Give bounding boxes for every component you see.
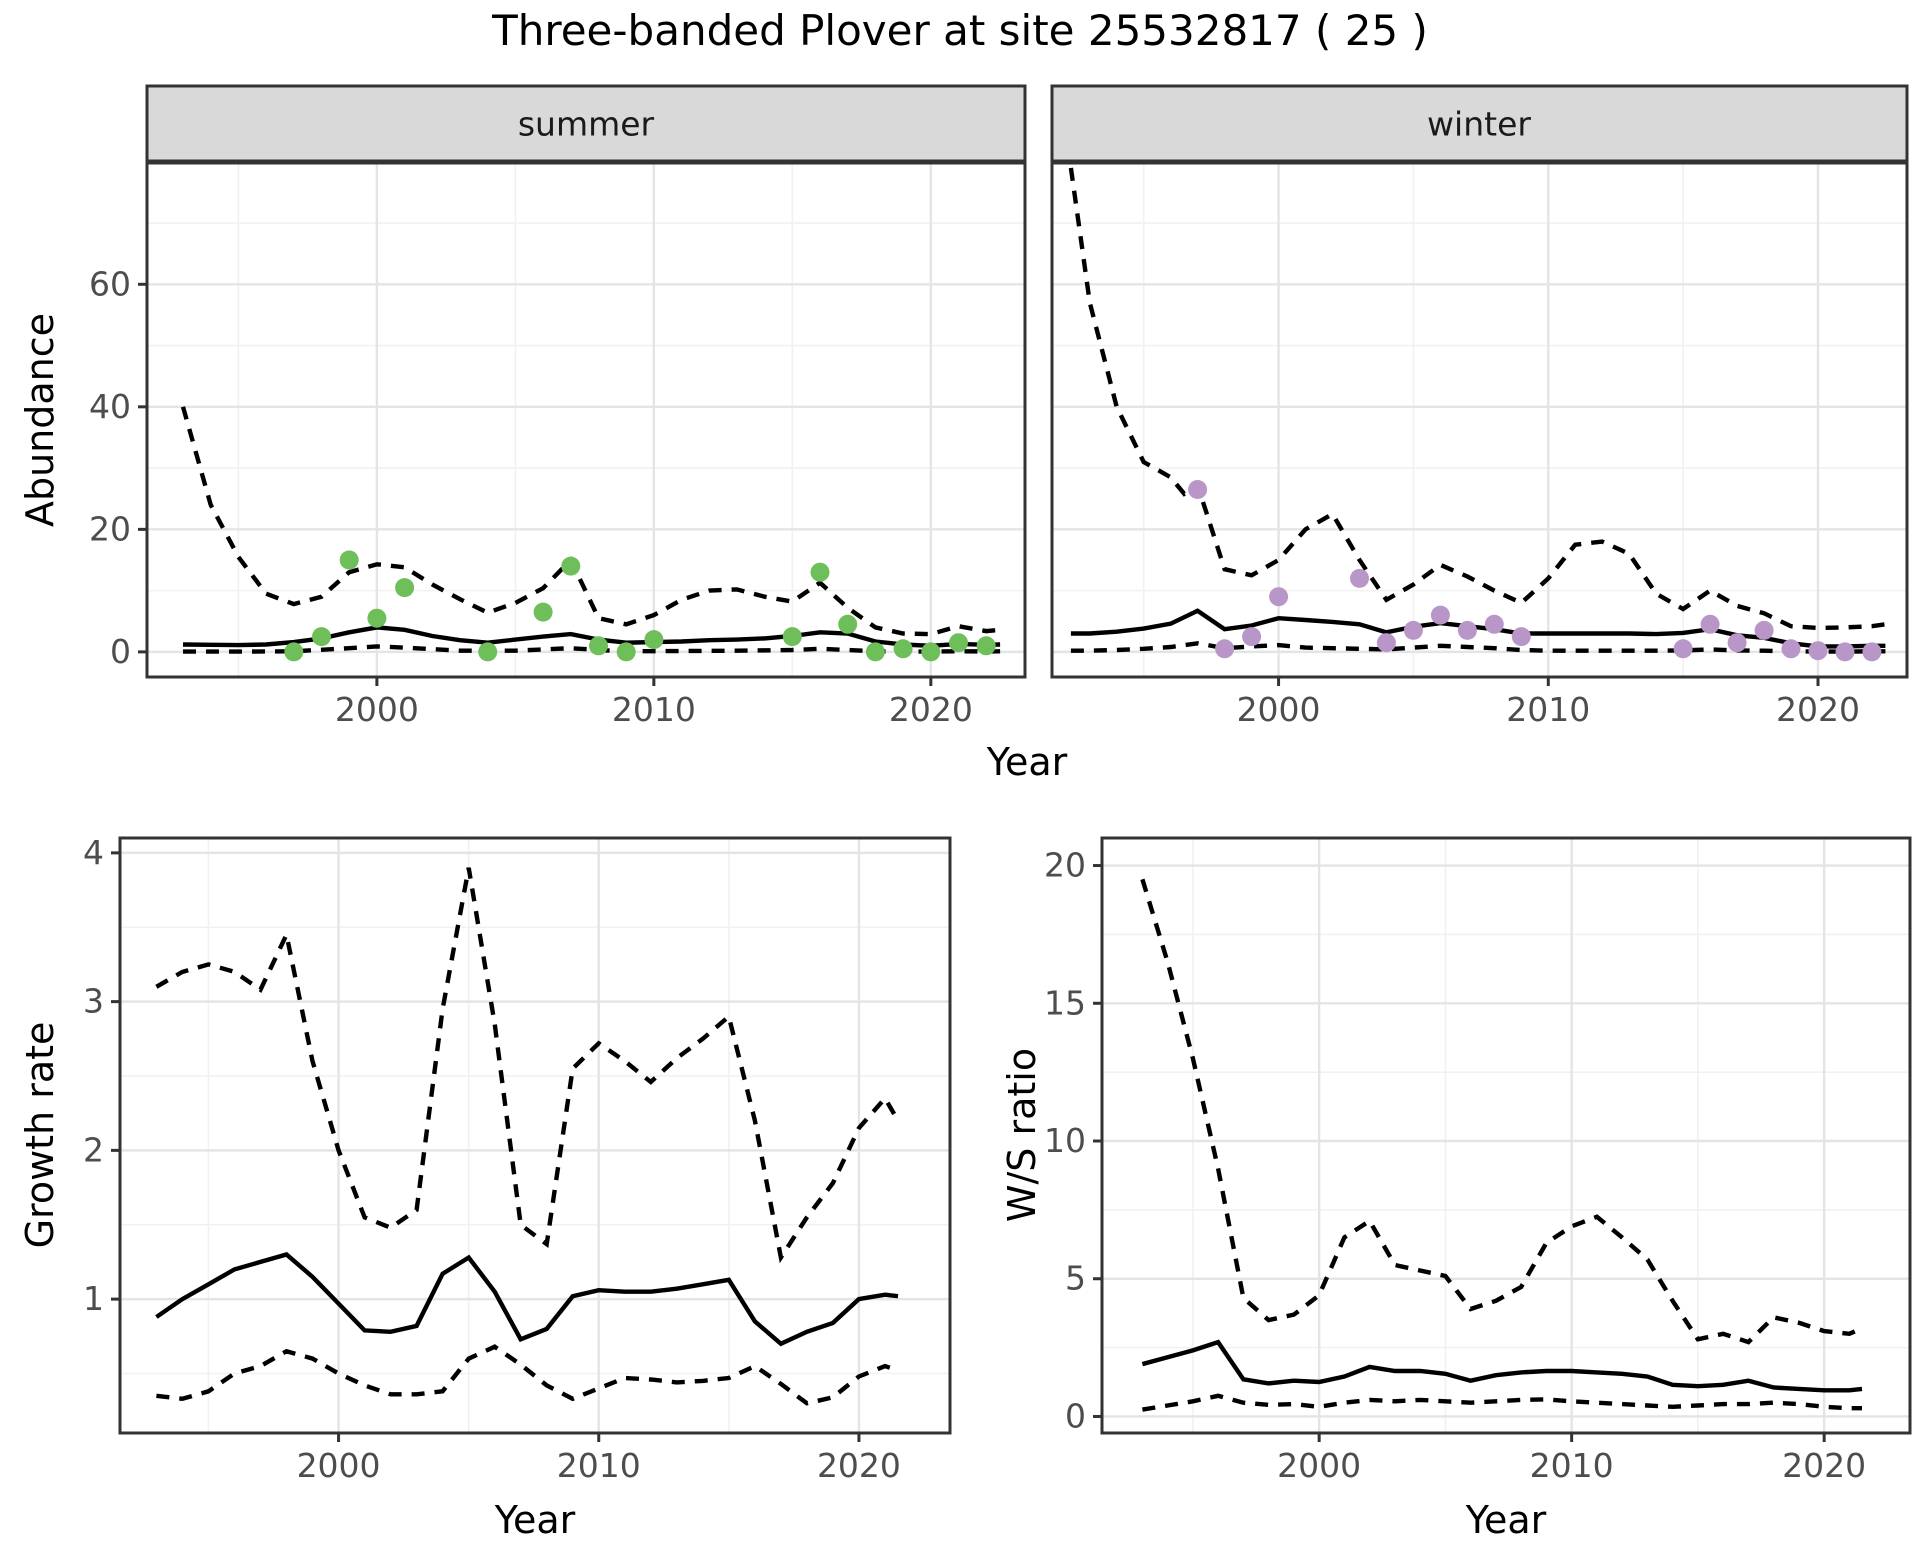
x-tick-label: 2010 bbox=[612, 690, 696, 729]
y-tick-label: 20 bbox=[1044, 846, 1086, 885]
data-point bbox=[1862, 642, 1882, 662]
data-point bbox=[1350, 568, 1369, 588]
data-point bbox=[865, 642, 885, 662]
data-point bbox=[478, 642, 498, 662]
x-tick-label: 2010 bbox=[1530, 1446, 1614, 1485]
data-point bbox=[1188, 480, 1208, 499]
data-point bbox=[589, 636, 608, 656]
data-point bbox=[1215, 639, 1235, 659]
panel-abundance-summer: 2000 2010 2020 0 20 40 60 bbox=[89, 84, 1027, 729]
panel-background bbox=[1102, 838, 1910, 1433]
y-tick-label: 60 bbox=[89, 264, 131, 303]
panel-growth-rate: 2000 2010 2020 1 2 3 4 bbox=[83, 833, 952, 1485]
y-tick-label: 3 bbox=[83, 982, 104, 1021]
series-fit bbox=[155, 1252, 899, 1347]
x-tick-label: 2000 bbox=[1277, 1446, 1361, 1485]
y-tick-label: 4 bbox=[83, 833, 104, 872]
data-point bbox=[561, 556, 581, 576]
series-upper-ci bbox=[1068, 167, 1886, 631]
x-axis-title-year-growth: Year bbox=[494, 1498, 576, 1542]
x-tick-label: 2000 bbox=[1237, 690, 1321, 729]
series-lower-ci bbox=[1142, 1393, 1862, 1412]
data-point bbox=[284, 642, 304, 662]
series-lower-ci bbox=[156, 1344, 899, 1406]
x-tick-label: 2010 bbox=[557, 1446, 641, 1485]
facet-strip-label-summer: summer bbox=[517, 104, 655, 144]
panel-abundance-winter: 2000 2010 2020 bbox=[1050, 84, 1909, 729]
data-point bbox=[1700, 614, 1720, 634]
x-axis-title-year-ws: Year bbox=[1465, 1498, 1547, 1542]
data-point bbox=[893, 639, 913, 659]
y-axis-title-growth-rate: Growth rate bbox=[18, 1021, 62, 1249]
data-point bbox=[1781, 639, 1801, 659]
panel-border bbox=[1100, 836, 1912, 1435]
data-point bbox=[1376, 633, 1396, 653]
data-point bbox=[395, 578, 415, 598]
x-tick-label: 2020 bbox=[889, 690, 973, 729]
y-tick-label: 0 bbox=[1065, 1396, 1086, 1435]
data-point bbox=[782, 627, 802, 647]
y-tick-label: 5 bbox=[1065, 1259, 1086, 1298]
data-point bbox=[838, 614, 858, 634]
data-point bbox=[533, 602, 553, 622]
data-point bbox=[1269, 587, 1289, 607]
data-point bbox=[976, 636, 996, 656]
x-tick-label: 2020 bbox=[1782, 1446, 1866, 1485]
series-upper-ci bbox=[180, 406, 1001, 637]
y-tick-label: 40 bbox=[89, 387, 131, 426]
data-point bbox=[1430, 605, 1450, 625]
data-point bbox=[339, 550, 359, 570]
facet-strip bbox=[145, 84, 1027, 163]
y-tick-label: 15 bbox=[1044, 983, 1086, 1022]
y-axis-title-ws-ratio: W/S ratio bbox=[1000, 1047, 1044, 1223]
y-axis-title-abundance: Abundance bbox=[18, 312, 62, 528]
data-point bbox=[1673, 639, 1693, 659]
y-tick-label: 1 bbox=[83, 1279, 104, 1318]
data-point bbox=[1727, 633, 1747, 653]
y-tick-label: 2 bbox=[83, 1130, 104, 1169]
panel-border bbox=[118, 836, 952, 1435]
figure-title: Three-banded Plover at site 25532817 ( 2… bbox=[492, 6, 1428, 55]
data-point bbox=[1457, 620, 1477, 640]
y-tick-label: 10 bbox=[1044, 1121, 1086, 1160]
x-tick-label: 2020 bbox=[817, 1446, 901, 1485]
x-tick-label: 2000 bbox=[335, 690, 419, 729]
data-point bbox=[810, 562, 830, 582]
data-point bbox=[1242, 627, 1262, 647]
data-point bbox=[367, 608, 387, 628]
data-point bbox=[616, 642, 636, 662]
series-fit bbox=[1141, 1339, 1863, 1393]
facet-strip-label-winter: winter bbox=[1427, 104, 1531, 144]
data-point bbox=[312, 627, 331, 647]
data-point bbox=[644, 630, 664, 650]
panel-background bbox=[147, 163, 1025, 677]
facet-strip bbox=[1050, 84, 1909, 163]
panel-border bbox=[145, 161, 1027, 679]
data-point bbox=[1754, 620, 1774, 640]
y-tick-label: 20 bbox=[89, 509, 131, 548]
y-tick-label: 0 bbox=[110, 632, 131, 671]
x-axis-title-year-top: Year bbox=[986, 740, 1068, 784]
x-tick-label: 2010 bbox=[1506, 690, 1590, 729]
x-tick-label: 2000 bbox=[297, 1446, 381, 1485]
data-point bbox=[1511, 627, 1531, 647]
x-tick-label: 2020 bbox=[1776, 690, 1860, 729]
data-point bbox=[1484, 614, 1504, 634]
data-point bbox=[1808, 641, 1828, 661]
panel-border bbox=[1050, 161, 1909, 679]
series-upper-ci bbox=[155, 867, 900, 1264]
panel-ws-ratio: 2000 2010 2020 0 5 10 15 20 bbox=[1044, 836, 1912, 1485]
data-point bbox=[921, 642, 941, 662]
data-point bbox=[1403, 620, 1423, 640]
panel-background bbox=[1052, 163, 1907, 677]
data-point bbox=[949, 633, 968, 653]
data-point bbox=[1835, 642, 1855, 662]
